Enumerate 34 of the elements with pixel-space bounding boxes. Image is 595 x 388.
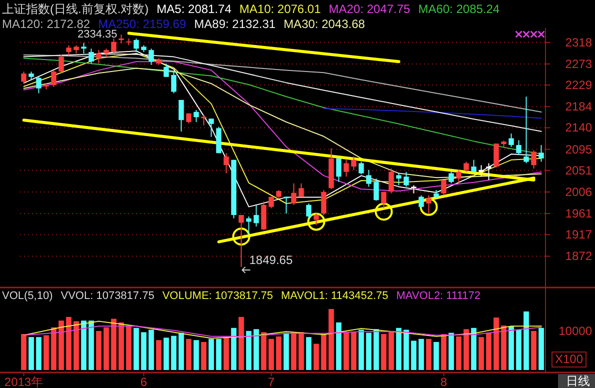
text: MA120: 2172.82 [2,17,90,31]
y-tick-label: 2051 [565,163,592,178]
y-tick-label: 2095 [565,142,592,156]
chart-subtitle: VVOL: 1073817.75 [60,290,154,302]
x-tick-label: 2013年 [4,375,44,388]
y-tick-label: 1917 [565,228,592,242]
text: MA30: 2043.68 [284,17,366,31]
text: MA60: 2085.24 [418,2,500,16]
y-tick-label: 2273 [565,56,592,71]
text: X100 [554,352,584,366]
text: MA89: 2132.31 [194,17,276,31]
chart-title: 上证指数(日线.前复权.对数) [2,2,149,16]
text: MAVOL1: 1143452.75 [281,290,388,302]
text: MAVOL2: 111172 [396,290,480,302]
y-tick-label: 2006 [565,184,592,199]
y-tick-label: 2140 [565,120,592,135]
text: 日线 [566,374,590,388]
annotation: 2334.35 [77,28,118,41]
x-tick-label: 6 [140,375,148,388]
y-tick-label: 1961 [565,206,592,221]
text: MA250: 2159.69 [98,17,186,31]
y-tick-label: 2184 [565,100,592,114]
x-tick-label: 8 [440,375,448,388]
y-tick-label: 1872 [565,249,592,264]
text: MA10: 2076.01 [239,2,322,16]
text: MA20: 2047.75 [328,2,411,16]
text: VOLUME: 1073817.75 [162,290,274,302]
y-tick-label: 2229 [565,78,592,92]
y-tick-label: 2318 [565,35,592,50]
chart-title: VOL(5,10) [2,290,53,302]
text: 10000 [558,324,592,338]
text: MA5: 2081.74 [156,2,232,16]
x-tick-label: 7 [268,375,275,388]
annotation: 1849.65 [249,252,293,267]
